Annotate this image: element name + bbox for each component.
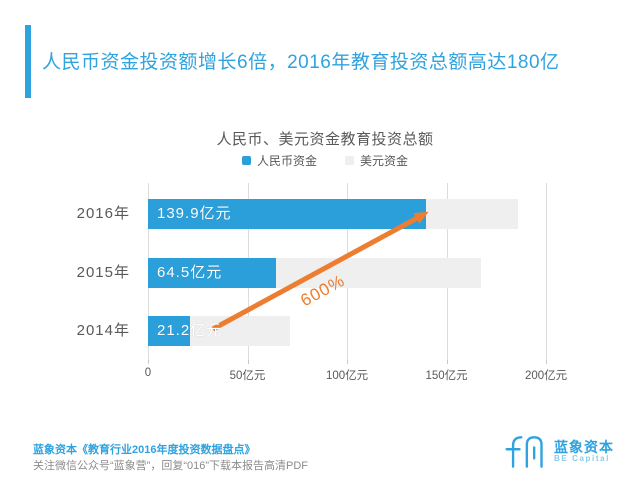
axis-tick	[347, 360, 349, 364]
be-capital-logo: 蓝象资本 BE Capital	[503, 432, 614, 472]
legend-marker	[345, 156, 354, 165]
elephant-icon	[505, 436, 543, 468]
x-axis-label: 200亿元	[524, 370, 568, 382]
legend-item: 美元资金	[345, 152, 408, 169]
legend-label: 人民币资金	[256, 154, 317, 168]
axis-tick	[148, 360, 149, 364]
page-title: 人民币资金投资额增长6倍，2016年教育投资总额高达180亿	[42, 52, 560, 73]
x-axis-label: 150亿元	[425, 370, 468, 382]
usd-bar	[426, 199, 518, 229]
bar-row: 21.2亿元	[148, 316, 560, 346]
logo-names: 蓝象资本 BE Capital	[554, 438, 614, 464]
y-axis-labels: 2016年 2015年 2014年	[50, 183, 140, 360]
x-axis-label: 0	[144, 367, 152, 379]
axis-tick	[546, 360, 548, 364]
rmb-bar	[148, 316, 191, 346]
logo-name-cn: 蓝象资本	[554, 438, 614, 455]
gridline	[546, 183, 548, 360]
x-axis-label: 50亿元	[229, 370, 266, 382]
legend-label: 美元资金	[360, 154, 409, 168]
header-accent-bar	[25, 25, 31, 98]
bar-row: 64.5亿元	[148, 257, 560, 288]
plot-area: 0 50亿元 100亿元 150亿元 200亿元 139.9亿元 64.5亿元 21.2亿元	[145, 183, 567, 382]
y-axis-label: 2014年	[76, 322, 130, 339]
bar-value-label: 64.5亿元	[157, 263, 223, 281]
usd-bar	[276, 257, 482, 288]
footer-source: 蓝象资本《教育行业2016年度投资数据盘点》	[33, 444, 256, 456]
logo-name-en: BE Capital	[554, 454, 611, 464]
legend-item: 人民币资金	[241, 152, 317, 169]
axis-tick	[247, 360, 249, 364]
y-axis-label: 2016年	[76, 205, 130, 222]
axis-tick	[446, 360, 448, 364]
bar-row: 139.9亿元	[148, 199, 560, 229]
footer-note: 关注微信公众号“蓝象营”，回复“016”下载本报告高清PDF	[33, 460, 309, 472]
x-axis-label: 100亿元	[325, 370, 369, 382]
bar-value-label: 139.9亿元	[157, 205, 232, 222]
y-axis-label: 2015年	[76, 263, 130, 281]
chart-title: 人民币、美元资金教育投资总额	[216, 131, 434, 148]
legend-marker	[241, 156, 251, 165]
legend: 人民币资金 美元资金	[90, 152, 560, 169]
bar-value-label: 21.2亿元	[157, 322, 223, 339]
